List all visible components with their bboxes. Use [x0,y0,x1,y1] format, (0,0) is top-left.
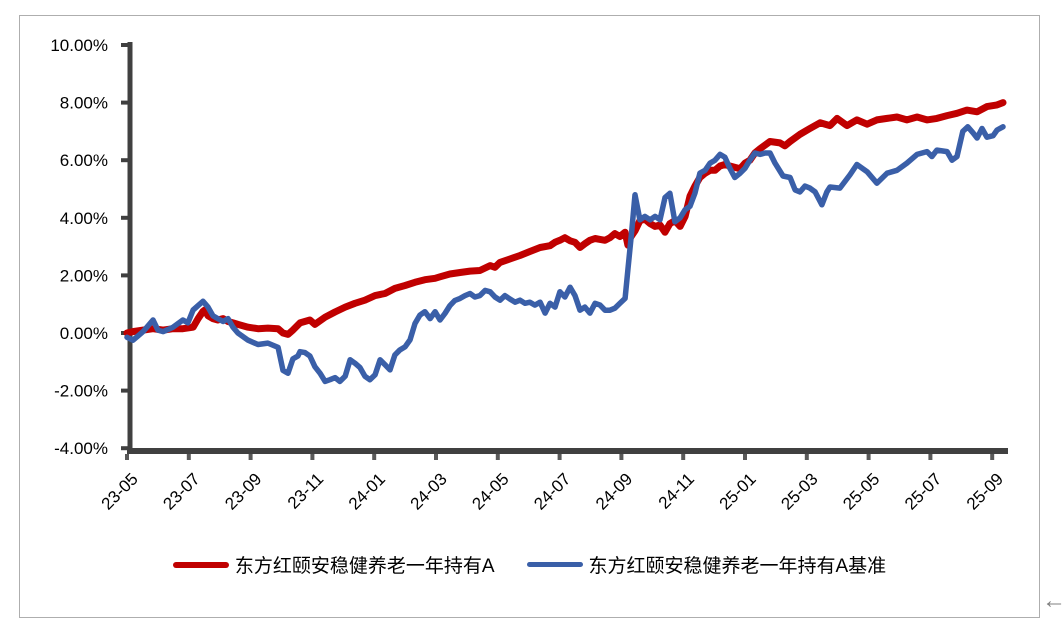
y-tick-label: 4.00% [60,209,108,228]
legend-item-benchmark[interactable]: 东方红颐安稳健养老一年持有A基准 [526,551,887,578]
x-tick-label: 25-01 [716,469,760,513]
y-tick-label: -4.00% [54,439,108,458]
x-tick-label: 25-09 [963,469,1007,513]
x-tick-label: 25-05 [839,469,883,513]
x-tick-label: 23-05 [98,469,142,513]
x-tick-label: 24-01 [345,469,389,513]
x-tick-label: 24-07 [530,469,574,513]
y-tick-label: 8.00% [60,94,108,113]
y-tick-label: 6.00% [60,151,108,170]
x-tick-label: 23-09 [221,469,265,513]
x-tick-label: 25-07 [901,469,945,513]
benchmark-series-swatch [526,562,583,567]
x-tick-label: 24-03 [407,469,451,513]
benchmark-series-line[interactable] [124,124,1006,385]
x-tick-label: 24-05 [468,469,512,513]
y-tick-label: 2.00% [60,266,108,285]
fund-series-line[interactable] [123,99,1007,338]
fund-series-label: 东方红颐安稳健养老一年持有A [234,556,495,577]
x-tick-label: 23-11 [284,469,327,512]
legend-item-fund[interactable]: 东方红颐安稳健养老一年持有A [172,551,495,578]
benchmark-series-label: 东方红颐安稳健养老一年持有A基准 [588,556,887,577]
x-tick-label: 24-11 [655,469,698,512]
y-tick-label: -2.00% [54,382,108,401]
x-tick-label: 23-07 [159,469,203,513]
chart-legend: 东方红颐安稳健养老一年持有A 东方红颐安稳健养老一年持有A基准 [19,551,1040,578]
scroll-left-arrow-icon[interactable]: ← [1042,587,1062,614]
x-tick-label: 25-03 [777,469,821,513]
y-tick-label: 10.00% [50,36,108,55]
x-tick-label: 24-09 [592,469,636,513]
fund-series-swatch [172,561,229,568]
y-tick-label: 0.00% [60,324,108,343]
